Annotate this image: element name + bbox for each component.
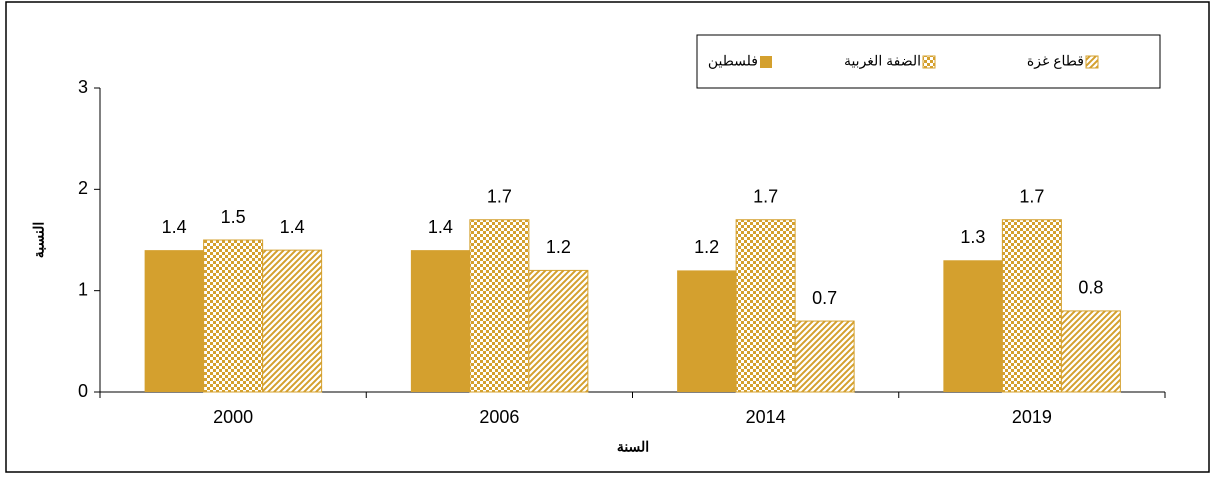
legend-label: قطاع غزة (1027, 53, 1084, 70)
data-label: 1.4 (280, 217, 305, 237)
x-axis-label: السنة (617, 439, 649, 455)
x-tick-label: 2019 (1012, 407, 1052, 427)
bar (1060, 310, 1121, 393)
data-label: 1.5 (221, 207, 246, 227)
data-label: 1.2 (546, 237, 571, 257)
x-tick-label: 2014 (746, 407, 786, 427)
data-label: 1.3 (960, 227, 985, 247)
bar (262, 249, 323, 393)
legend-swatch (922, 55, 936, 69)
bar (469, 219, 530, 393)
legend-label: فلسطين (708, 53, 758, 70)
data-label: 1.7 (753, 186, 778, 206)
legend-label: الضفة الغربية (844, 53, 921, 70)
y-axis-label: النسبة (31, 222, 47, 259)
data-label: 1.7 (1019, 186, 1044, 206)
bar (794, 320, 855, 393)
bar (735, 219, 796, 393)
bar (943, 260, 1003, 392)
bar (144, 250, 204, 392)
y-tick-label: 0 (78, 381, 88, 401)
bar (1001, 219, 1062, 393)
legend-swatch (1085, 55, 1099, 69)
bar (528, 269, 589, 393)
legend-swatch (760, 56, 772, 68)
y-tick-label: 1 (78, 279, 88, 299)
data-label: 1.7 (487, 186, 512, 206)
data-label: 1.2 (694, 237, 719, 257)
x-tick-label: 2006 (479, 407, 519, 427)
data-label: 1.4 (428, 217, 453, 237)
y-tick-label: 2 (78, 178, 88, 198)
bar (203, 239, 264, 393)
y-tick-label: 3 (78, 77, 88, 97)
data-label: 0.8 (1078, 278, 1103, 298)
data-label: 0.7 (812, 288, 837, 308)
data-label: 1.4 (162, 217, 187, 237)
bar (677, 270, 737, 392)
x-tick-label: 2000 (213, 407, 253, 427)
bar (410, 250, 470, 392)
